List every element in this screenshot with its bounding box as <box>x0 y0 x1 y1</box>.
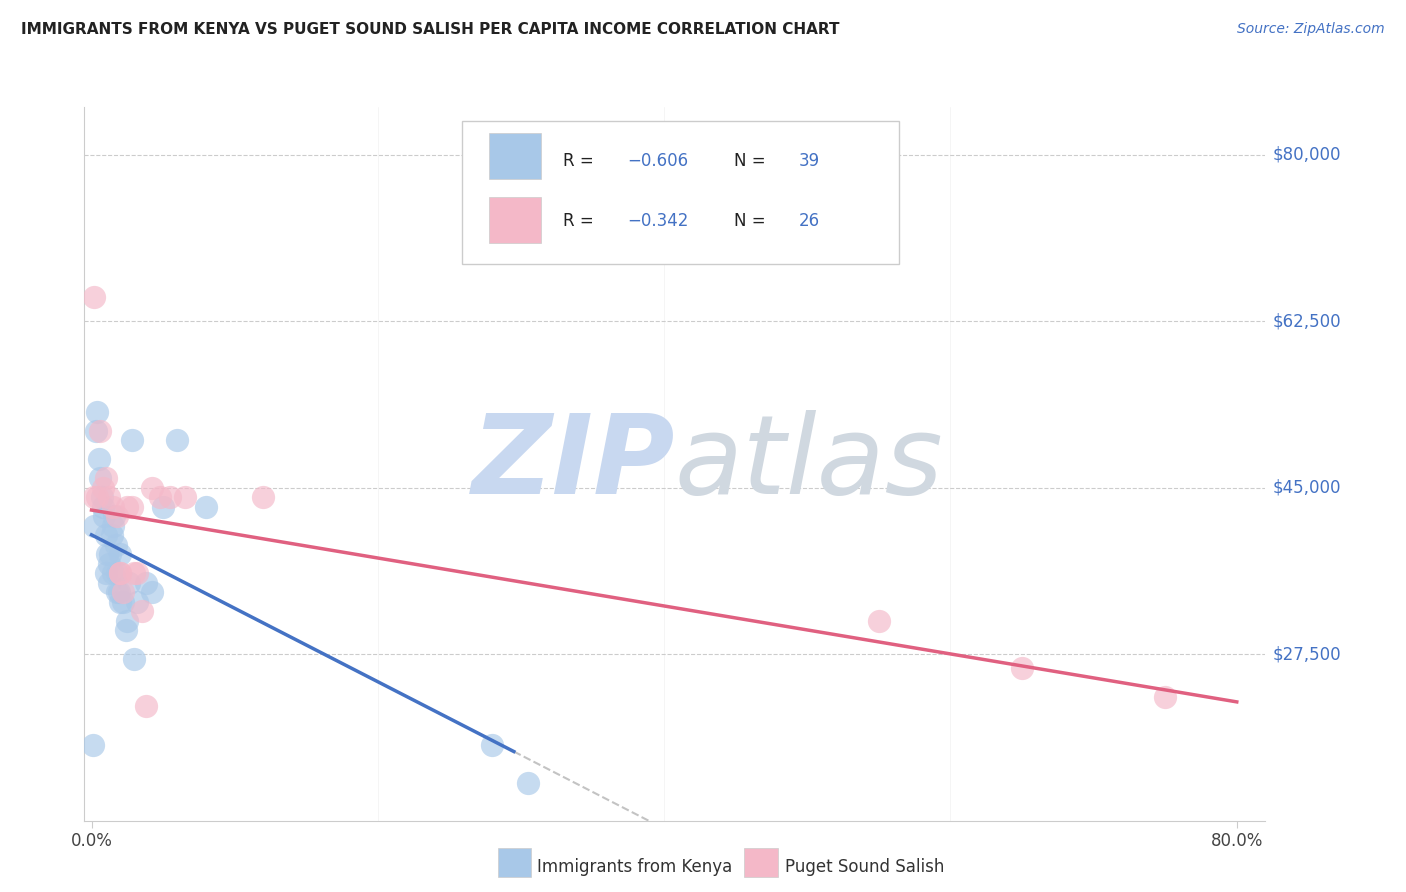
Text: N =: N = <box>734 212 770 230</box>
Point <box>173 490 195 504</box>
Text: ZIP: ZIP <box>471 410 675 517</box>
Point <box>517 775 540 789</box>
Point <box>121 433 143 447</box>
Point <box>117 614 139 628</box>
Point <box>84 424 107 438</box>
Point <box>1011 661 1033 675</box>
Point <box>91 500 114 514</box>
Point <box>98 547 121 561</box>
Point <box>105 509 128 524</box>
Point <box>97 490 120 504</box>
Point <box>111 585 134 599</box>
Point <box>97 557 120 571</box>
Point <box>121 500 143 514</box>
Point <box>108 566 131 581</box>
Point <box>111 595 134 609</box>
Point <box>83 290 105 304</box>
Text: R =: R = <box>562 152 599 169</box>
Point <box>135 575 157 590</box>
Point <box>252 490 274 504</box>
Text: atlas: atlas <box>675 410 943 517</box>
Point <box>101 500 124 514</box>
FancyBboxPatch shape <box>463 121 900 264</box>
Point <box>481 738 503 752</box>
Point <box>103 509 125 524</box>
Point <box>101 518 124 533</box>
Point <box>101 566 124 581</box>
Point <box>89 424 111 438</box>
Point <box>868 614 890 628</box>
Point <box>83 518 105 533</box>
Point <box>97 575 120 590</box>
Text: Puget Sound Salish: Puget Sound Salish <box>785 858 943 876</box>
Point <box>108 547 131 561</box>
Point <box>141 585 163 599</box>
Text: R =: R = <box>562 212 599 230</box>
Point <box>124 566 146 581</box>
Point <box>127 566 149 581</box>
Point <box>166 433 188 447</box>
Point <box>91 481 114 495</box>
Text: −0.342: −0.342 <box>627 212 689 230</box>
Point <box>104 538 127 552</box>
Point <box>152 500 174 514</box>
Point <box>86 404 108 418</box>
Point <box>89 471 111 485</box>
Point <box>105 585 128 599</box>
Text: Immigrants from Kenya: Immigrants from Kenya <box>537 858 733 876</box>
Point <box>115 624 138 638</box>
Point <box>118 575 141 590</box>
Point <box>159 490 181 504</box>
Point <box>86 490 108 504</box>
Point <box>117 500 139 514</box>
Point <box>82 738 104 752</box>
Point <box>90 490 112 504</box>
Point <box>195 500 218 514</box>
Point <box>131 604 153 618</box>
Text: $45,000: $45,000 <box>1272 479 1341 497</box>
Point <box>108 566 131 581</box>
Text: $80,000: $80,000 <box>1272 145 1341 163</box>
Text: IMMIGRANTS FROM KENYA VS PUGET SOUND SALISH PER CAPITA INCOME CORRELATION CHART: IMMIGRANTS FROM KENYA VS PUGET SOUND SAL… <box>21 22 839 37</box>
Text: 26: 26 <box>799 212 820 230</box>
Text: 39: 39 <box>799 152 820 169</box>
Text: $27,500: $27,500 <box>1272 645 1341 663</box>
Point <box>127 595 149 609</box>
Point <box>141 481 163 495</box>
Point <box>93 509 115 524</box>
Point <box>124 652 146 666</box>
Point <box>1154 690 1177 704</box>
Point <box>135 699 157 714</box>
FancyBboxPatch shape <box>489 133 541 178</box>
Text: $62,500: $62,500 <box>1272 312 1341 330</box>
Point <box>149 490 172 504</box>
Text: −0.606: −0.606 <box>627 152 689 169</box>
Point <box>94 528 117 542</box>
Point <box>105 566 128 581</box>
FancyBboxPatch shape <box>489 197 541 243</box>
Point <box>96 547 118 561</box>
Point <box>87 452 110 467</box>
Point <box>107 585 129 599</box>
Point <box>94 566 117 581</box>
Point <box>94 471 117 485</box>
Point <box>108 595 131 609</box>
Point <box>83 490 105 504</box>
Text: N =: N = <box>734 152 770 169</box>
Text: Source: ZipAtlas.com: Source: ZipAtlas.com <box>1237 22 1385 37</box>
Point <box>100 528 122 542</box>
